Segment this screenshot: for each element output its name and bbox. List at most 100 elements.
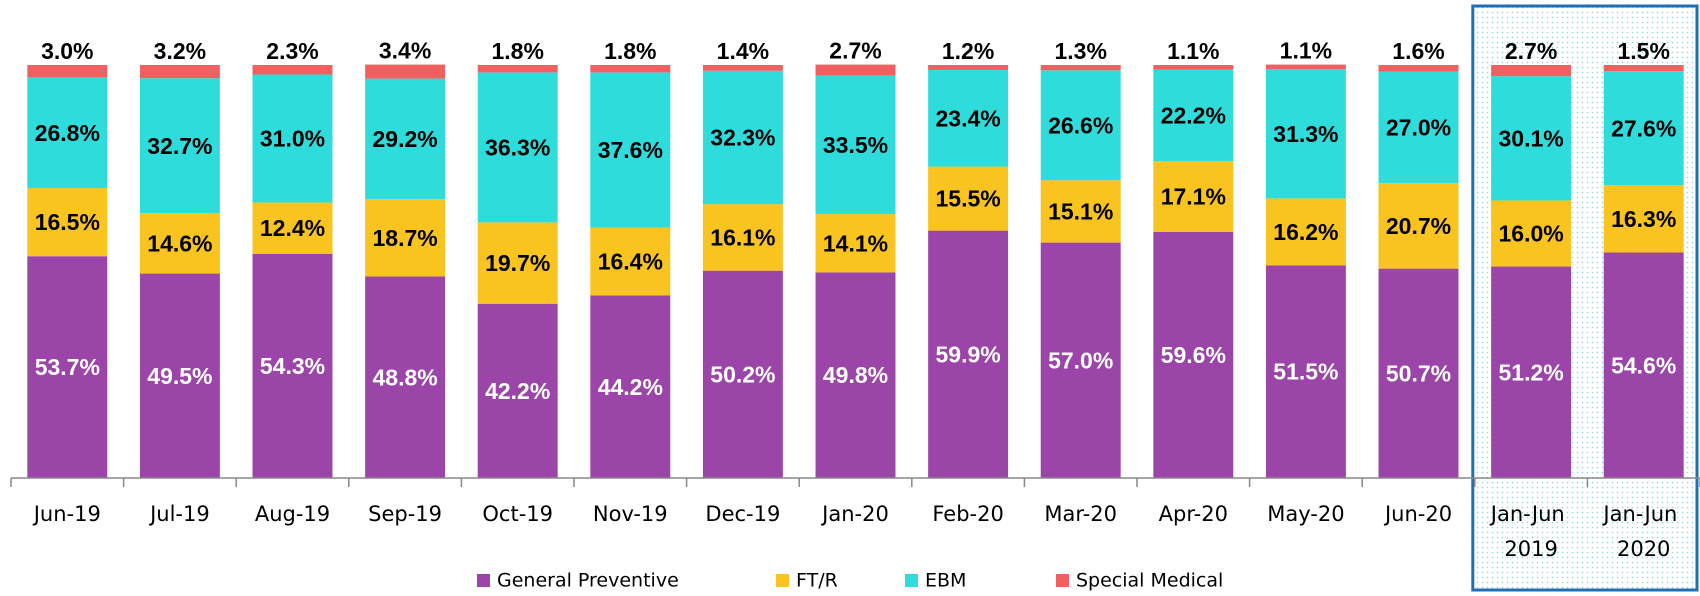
value-label: 42.2% [485, 378, 550, 404]
bar-segment [1491, 76, 1572, 201]
value-label: 15.1% [1048, 198, 1113, 224]
bar-segment [815, 64, 896, 76]
bar-segment [1153, 231, 1234, 478]
bar-segment [1378, 183, 1459, 269]
value-label: 3.2% [154, 38, 206, 64]
value-label: 33.5% [823, 132, 888, 158]
value-label: 14.6% [147, 230, 212, 256]
legend-swatch [1056, 574, 1069, 587]
value-label: 17.1% [1161, 184, 1226, 210]
bar-segment [1603, 65, 1684, 72]
value-label: 26.8% [35, 120, 100, 146]
value-label: 3.0% [41, 38, 93, 64]
bar-segment [590, 72, 671, 228]
value-label: 49.5% [147, 363, 212, 389]
bar-segment [1040, 242, 1121, 478]
bar-segment [1040, 65, 1121, 71]
bar-segment [815, 272, 896, 478]
value-label: 1.1% [1280, 38, 1332, 64]
bar-segment [1265, 265, 1346, 478]
bar-segment [27, 256, 108, 478]
bar-segment [590, 65, 671, 73]
bar-segment [252, 74, 333, 203]
bar-segment [1603, 185, 1684, 253]
value-label: 3.4% [379, 38, 431, 64]
bar-segment [702, 204, 783, 271]
bar-segment [1491, 200, 1572, 267]
value-label: 54.3% [260, 353, 325, 379]
legend-swatch [477, 574, 490, 587]
x-tick-label: Nov-19 [593, 502, 668, 526]
x-tick-label: Jan-Jun 2019 [1489, 502, 1572, 561]
bar-segment [928, 69, 1009, 167]
value-label: 51.2% [1498, 359, 1563, 385]
value-label: 22.2% [1161, 102, 1226, 128]
bar-segment [1491, 266, 1572, 478]
x-tick-label: Feb-20 [932, 502, 1003, 526]
value-label: 16.0% [1498, 221, 1563, 247]
x-tick-label: Sep-19 [368, 502, 442, 526]
bar-segment [1153, 161, 1234, 232]
bar-segment [27, 65, 108, 78]
value-label: 32.3% [710, 125, 775, 151]
x-tick-label: Apr-20 [1159, 502, 1228, 526]
bar-segment [252, 65, 333, 75]
value-label: 1.6% [1392, 38, 1444, 64]
value-label: 2.7% [1505, 38, 1557, 64]
x-tick-label: Oct-19 [482, 502, 553, 526]
bar-segment [928, 166, 1009, 231]
value-label: 31.0% [260, 126, 325, 152]
bar-segment [477, 303, 558, 478]
value-label: 16.1% [710, 225, 775, 251]
bar-segment [702, 70, 783, 205]
value-label: 50.7% [1386, 360, 1451, 386]
legend-label: FT/R [796, 570, 838, 592]
value-label: 53.7% [35, 354, 100, 380]
bar-segment [139, 65, 220, 79]
bar-segment [1378, 65, 1459, 72]
value-label: 12.4% [260, 215, 325, 241]
value-label: 1.8% [491, 38, 543, 64]
bar-segment [1378, 71, 1459, 184]
bar-segment [1265, 64, 1346, 70]
legend-label: EBM [925, 570, 966, 592]
value-label: 48.8% [372, 364, 437, 390]
value-label: 36.3% [485, 134, 550, 160]
bar-segment [27, 188, 108, 257]
bar-segment [252, 202, 333, 254]
bar-segment [365, 199, 446, 277]
value-label: 1.5% [1617, 38, 1669, 64]
bar-segment [590, 227, 671, 296]
bar-segment [477, 72, 558, 223]
x-tick-label: May-20 [1267, 502, 1344, 526]
value-label: 20.7% [1386, 213, 1451, 239]
x-tick-label: Jul-19 [148, 502, 210, 526]
value-label: 51.5% [1273, 359, 1338, 385]
legend-swatch [776, 574, 789, 587]
bar-segment [1378, 268, 1459, 478]
x-tick-label: Jan-Jun 2020 [1601, 502, 1684, 561]
value-label: 14.1% [823, 230, 888, 256]
bar-segment [365, 78, 446, 200]
value-label: 54.6% [1611, 352, 1676, 378]
bar-segment [1265, 198, 1346, 266]
value-label: 37.6% [598, 137, 663, 163]
bar-segment [1040, 70, 1121, 181]
bar-segment [815, 75, 896, 215]
value-label: 27.0% [1386, 114, 1451, 140]
bar-segment [139, 78, 220, 214]
bar-segment [1491, 65, 1572, 77]
bar-segment [477, 222, 558, 304]
bar-segment [590, 295, 671, 478]
x-tick-label: Dec-19 [705, 502, 780, 526]
x-tick-label: Jan-20 [820, 502, 889, 526]
bar-segment [702, 65, 783, 71]
bar-segment [928, 65, 1009, 70]
value-label: 30.1% [1498, 125, 1563, 151]
bar-segment [1265, 69, 1346, 199]
bar-segment [1153, 65, 1234, 70]
value-label: 1.3% [1054, 38, 1106, 64]
value-label: 16.2% [1273, 219, 1338, 245]
value-label: 19.7% [485, 250, 550, 276]
legend-label: Special Medical [1076, 570, 1223, 592]
